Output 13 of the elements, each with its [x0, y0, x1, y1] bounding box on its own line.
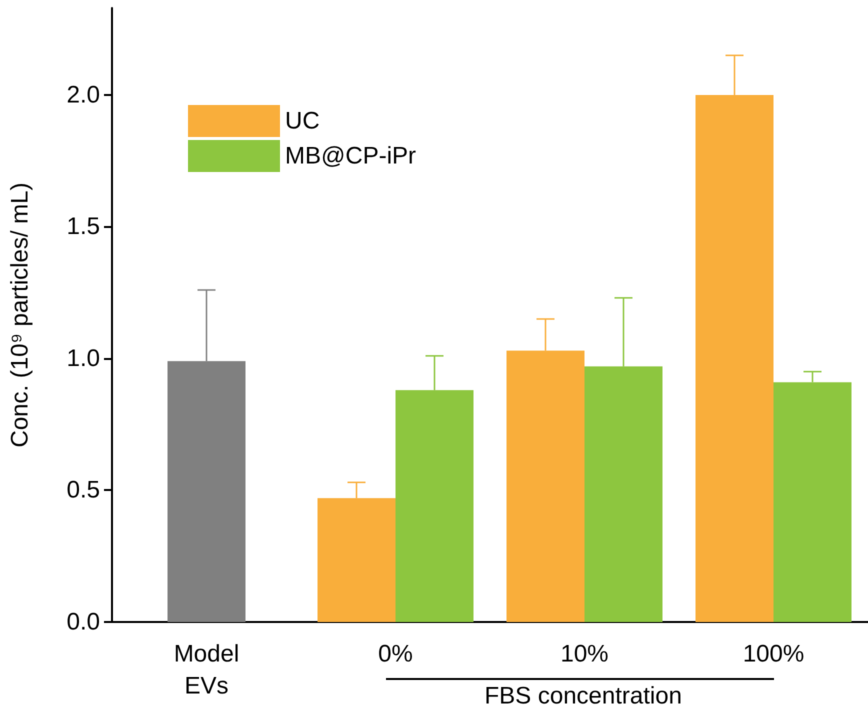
y-tick-label: 2.0: [66, 81, 100, 108]
legend-label: UC: [285, 108, 320, 134]
y-tick-label: 1.5: [66, 213, 100, 240]
x-tick-label: Model EVs: [174, 640, 240, 700]
x-tick-label: 10%: [560, 640, 609, 668]
y-axis-title: Conc. (10⁹ particles/ mL): [6, 182, 34, 448]
y-tick-label: 0.0: [66, 608, 100, 636]
x-axis-title: FBS concentration: [484, 682, 682, 710]
y-tick-label: 1.0: [66, 344, 100, 372]
x-tick-label: 0%: [378, 640, 413, 668]
legend-label: MB@CP-iPr: [285, 142, 416, 170]
x-tick-label: 100%: [742, 640, 804, 668]
y-tick-label: 0.5: [66, 476, 100, 504]
